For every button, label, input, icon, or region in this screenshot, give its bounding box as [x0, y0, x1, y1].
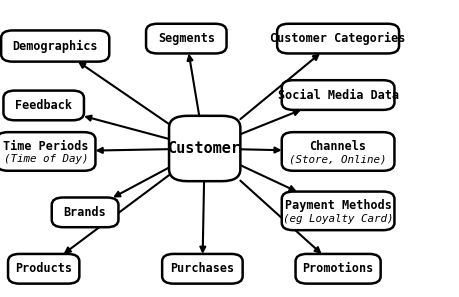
FancyBboxPatch shape: [281, 80, 394, 110]
Text: Time Periods: Time Periods: [3, 140, 89, 153]
Text: Purchases: Purchases: [170, 262, 234, 275]
FancyBboxPatch shape: [146, 24, 226, 53]
Text: Segments: Segments: [157, 32, 214, 45]
Text: Feedback: Feedback: [15, 99, 72, 112]
Text: Customer: Customer: [168, 141, 241, 156]
Text: Products: Products: [15, 262, 72, 275]
FancyBboxPatch shape: [295, 254, 380, 284]
FancyBboxPatch shape: [276, 24, 398, 53]
Text: Promotions: Promotions: [302, 262, 373, 275]
FancyBboxPatch shape: [281, 192, 394, 230]
FancyBboxPatch shape: [1, 31, 109, 62]
FancyBboxPatch shape: [281, 132, 394, 171]
FancyBboxPatch shape: [51, 198, 118, 227]
Text: (eg Loyalty Card): (eg Loyalty Card): [282, 214, 392, 224]
FancyBboxPatch shape: [0, 132, 95, 171]
Text: (Store, Online): (Store, Online): [289, 154, 386, 164]
Text: Brands: Brands: [64, 206, 106, 219]
Text: Channels: Channels: [309, 140, 366, 153]
FancyBboxPatch shape: [8, 254, 79, 284]
FancyBboxPatch shape: [162, 254, 242, 284]
Text: Payment Methods: Payment Methods: [284, 199, 391, 212]
Text: Demographics: Demographics: [12, 40, 98, 53]
Text: Customer Categories: Customer Categories: [270, 32, 405, 45]
FancyBboxPatch shape: [4, 91, 84, 120]
Text: Social Media Data: Social Media Data: [277, 89, 398, 102]
Text: (Time of Day): (Time of Day): [4, 154, 88, 164]
FancyBboxPatch shape: [169, 116, 240, 181]
